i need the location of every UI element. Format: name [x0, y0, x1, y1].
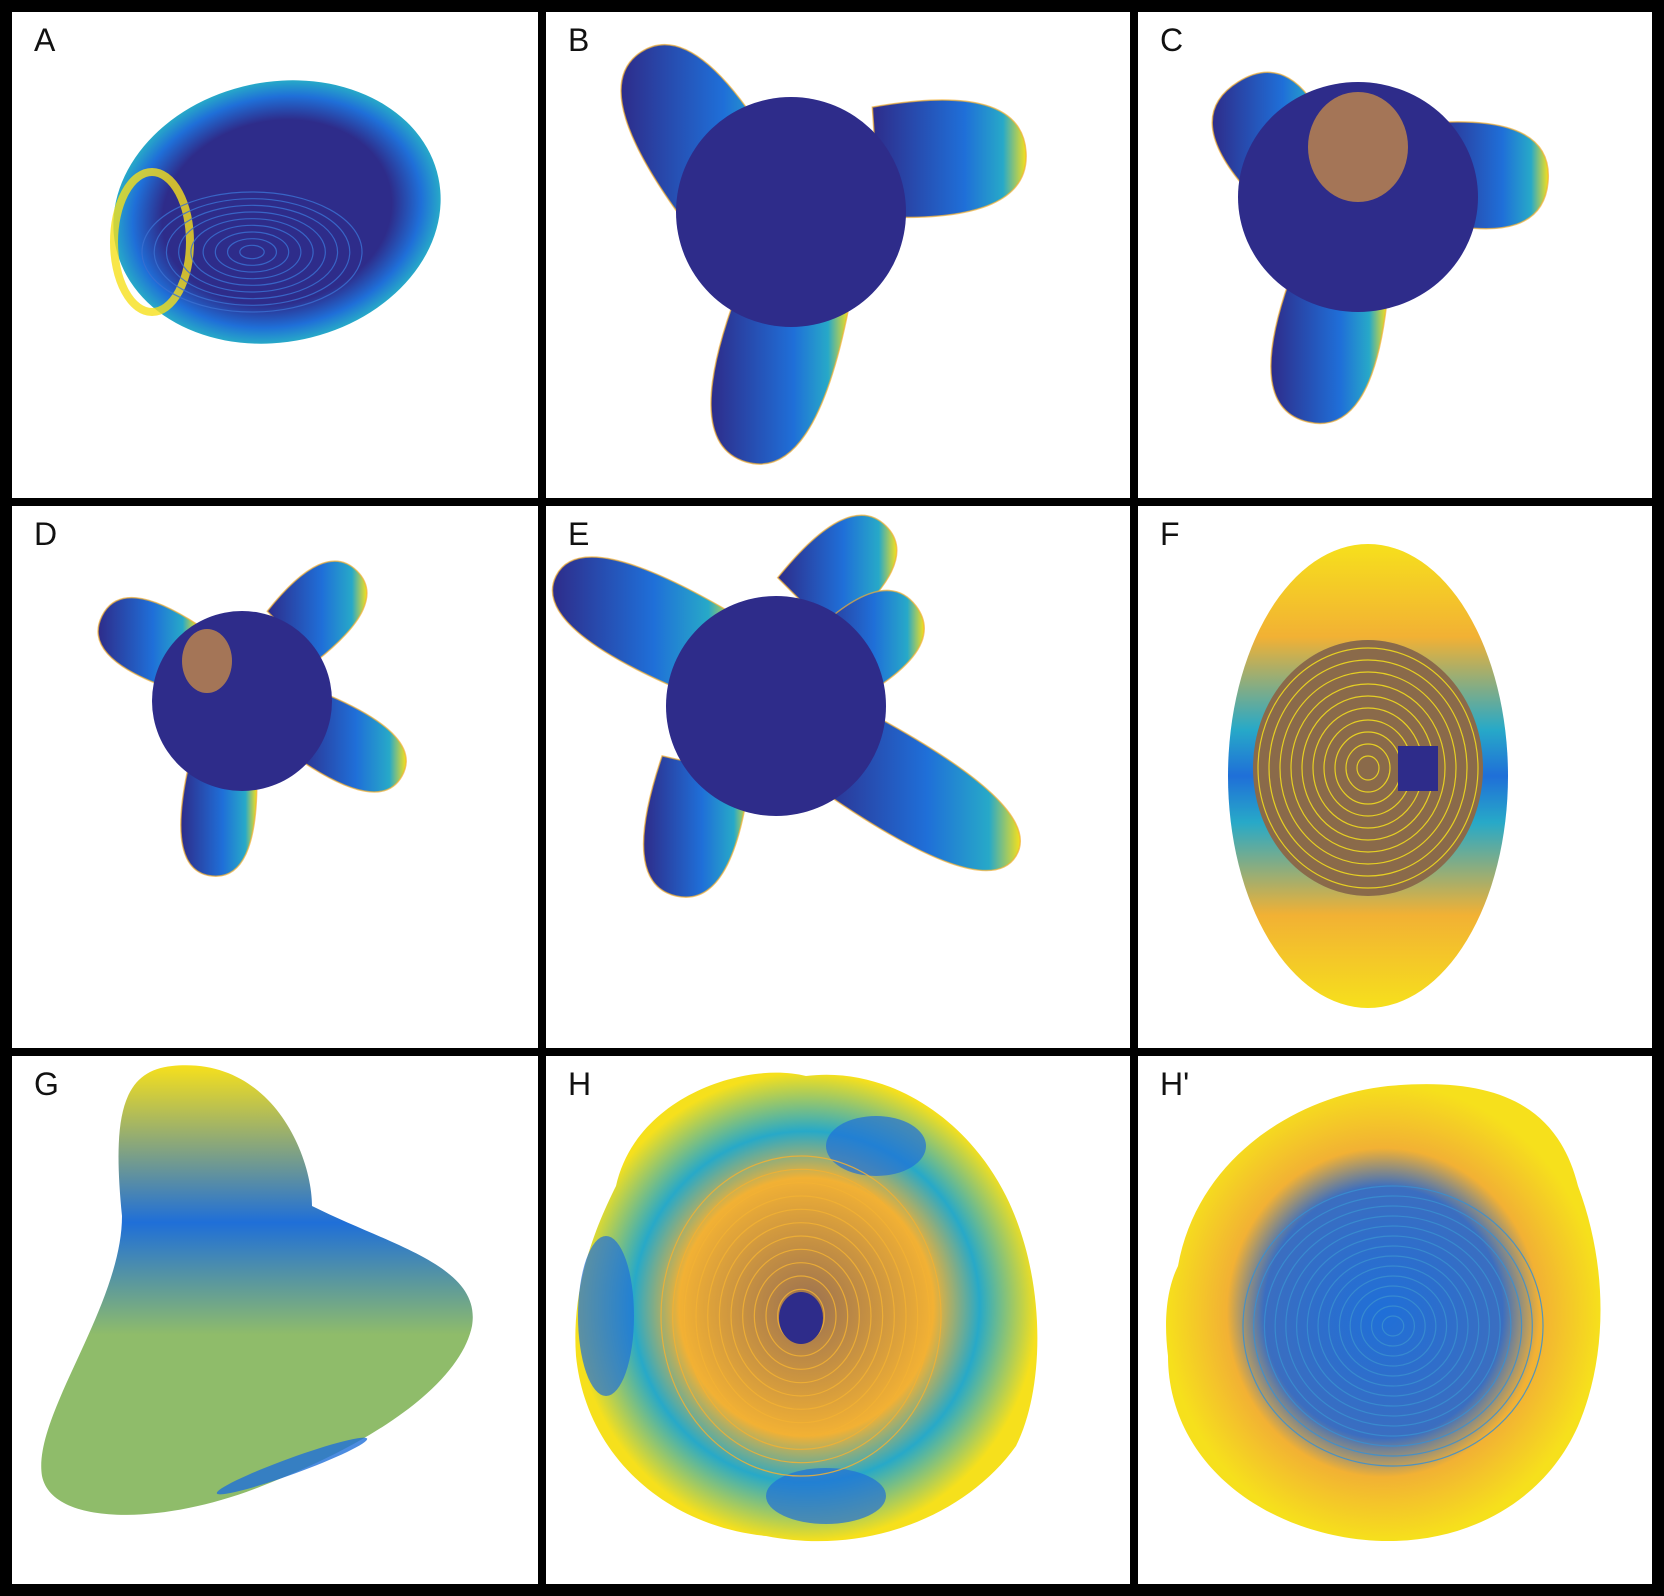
- panel-d-render: [12, 506, 538, 1048]
- panel-label-h: H: [568, 1066, 591, 1103]
- polyhedron-center: [779, 1292, 823, 1344]
- blob-body: [89, 51, 466, 374]
- panel-d: D: [12, 506, 538, 1048]
- panel-g-render: [12, 1056, 538, 1584]
- cap-patch: [182, 629, 232, 693]
- cap-patch: [1308, 92, 1408, 202]
- ellipsoid-core: [1253, 640, 1483, 896]
- panel-a-render: [12, 12, 538, 498]
- polyhedron-body: [1166, 1084, 1600, 1541]
- panel-label-b: B: [568, 22, 589, 59]
- frame-col-divider-2: [1130, 0, 1138, 1596]
- panel-b: B: [546, 12, 1130, 498]
- blue-patch-top: [826, 1116, 926, 1176]
- frame-right: [1652, 0, 1664, 1596]
- panel-c-render: [1138, 12, 1652, 498]
- panel-h-render: [546, 1056, 1130, 1584]
- panel-label-d: D: [34, 516, 57, 553]
- frame-bottom: [0, 1584, 1664, 1596]
- panel-h: H: [546, 1056, 1130, 1584]
- blue-patch-bottom: [766, 1468, 886, 1524]
- blue-patch-left: [578, 1236, 634, 1396]
- panel-label-e: E: [568, 516, 589, 553]
- panel-a: A: [12, 12, 538, 498]
- blob-body: [41, 1065, 473, 1515]
- frame-top: [0, 0, 1664, 12]
- frame-left: [0, 0, 12, 1596]
- panel-c: C: [1138, 12, 1652, 498]
- panel-e-render: [546, 506, 1130, 1048]
- frame-row-divider-1: [0, 498, 1664, 506]
- panel-f: F: [1138, 506, 1652, 1048]
- panel-label-h-prime: H': [1160, 1066, 1189, 1103]
- panel-e: E: [546, 506, 1130, 1048]
- star-core: [666, 596, 886, 816]
- panel-h-prime-render: [1138, 1056, 1652, 1584]
- frame-row-divider-2: [0, 1048, 1664, 1056]
- panel-b-render: [546, 12, 1130, 498]
- frame-col-divider-1: [538, 0, 546, 1596]
- panel-f-render: [1138, 506, 1652, 1048]
- panel-label-g: G: [34, 1066, 59, 1103]
- ellipsoid-center: [1398, 746, 1438, 791]
- panel-label-c: C: [1160, 22, 1183, 59]
- panel-g: G: [12, 1056, 538, 1584]
- panel-h-prime: H': [1138, 1056, 1652, 1584]
- star-core: [152, 611, 332, 791]
- panel-label-a: A: [34, 22, 55, 59]
- panel-label-f: F: [1160, 516, 1180, 553]
- blob-core: [676, 97, 906, 327]
